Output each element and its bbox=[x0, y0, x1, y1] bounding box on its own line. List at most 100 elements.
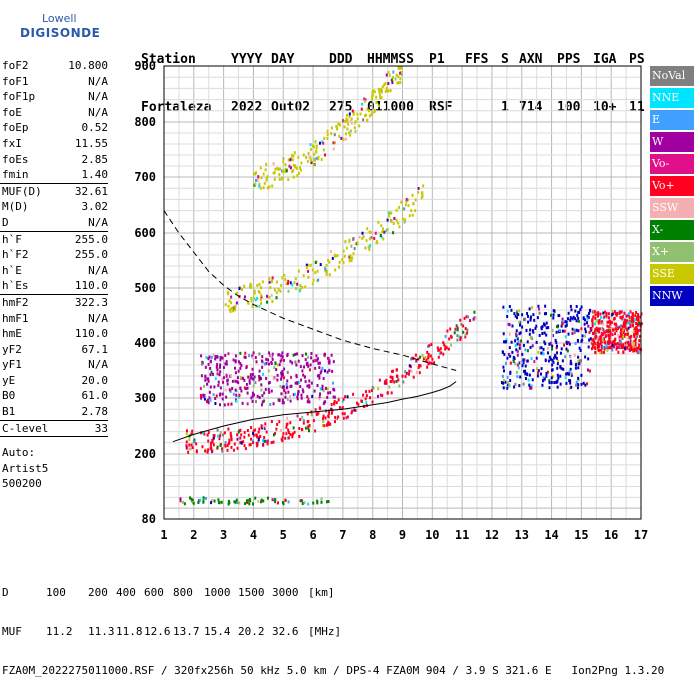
echo-point bbox=[555, 356, 558, 360]
echo-point bbox=[541, 383, 544, 387]
echo-point bbox=[385, 86, 388, 90]
echo-point bbox=[207, 439, 210, 443]
echo-point bbox=[248, 375, 251, 379]
echo-point bbox=[392, 70, 395, 74]
echo-point bbox=[444, 345, 447, 349]
echo-point bbox=[456, 338, 459, 342]
x-tick-label: 3 bbox=[220, 528, 227, 542]
echo-point bbox=[448, 337, 451, 341]
param-name: C-level bbox=[2, 421, 49, 435]
echo-point bbox=[557, 376, 560, 380]
echo-point bbox=[258, 374, 261, 378]
echo-point bbox=[607, 328, 610, 332]
echo-point bbox=[617, 327, 620, 331]
echo-point bbox=[255, 441, 258, 445]
echo-point bbox=[289, 158, 292, 162]
echo-point bbox=[256, 394, 259, 398]
echo-cluster-5 bbox=[224, 184, 425, 314]
echo-point bbox=[550, 313, 553, 317]
echo-point bbox=[321, 416, 324, 420]
echo-point bbox=[373, 90, 376, 94]
echo-point bbox=[617, 345, 620, 349]
echo-point bbox=[235, 399, 238, 403]
echo-point bbox=[600, 331, 603, 335]
echo-point bbox=[418, 363, 421, 367]
echo-point bbox=[368, 237, 371, 241]
echo-point bbox=[407, 372, 410, 376]
param-name: h`Es bbox=[2, 279, 29, 293]
echo-point bbox=[375, 101, 378, 105]
echo-point bbox=[589, 337, 592, 341]
echo-point bbox=[564, 355, 567, 359]
echo-point bbox=[258, 304, 261, 308]
echo-point bbox=[623, 332, 626, 336]
echo-point bbox=[561, 359, 564, 363]
echo-point bbox=[252, 433, 255, 437]
echo-point bbox=[270, 441, 273, 445]
echo-point bbox=[338, 406, 341, 410]
x-tick-label: 2 bbox=[190, 528, 197, 542]
echo-point bbox=[334, 141, 337, 145]
param-value: 33 bbox=[94, 421, 108, 435]
echo-point bbox=[390, 78, 393, 82]
param-value: 2.85 bbox=[81, 152, 109, 166]
echo-point bbox=[233, 442, 236, 446]
echo-point bbox=[280, 354, 283, 358]
echo-point bbox=[358, 235, 361, 239]
f1-cell-2: 200 bbox=[88, 586, 108, 599]
echo-point bbox=[595, 331, 598, 335]
echo-point bbox=[639, 328, 642, 332]
echo-point bbox=[506, 309, 509, 313]
echo-point bbox=[291, 170, 294, 174]
echo-point bbox=[559, 374, 562, 378]
param-value: 3.02 bbox=[81, 200, 109, 214]
echo-point bbox=[326, 137, 329, 141]
echo-point bbox=[254, 178, 257, 182]
echo-point bbox=[286, 416, 289, 420]
echo-point bbox=[230, 438, 233, 442]
echo-point bbox=[414, 353, 417, 357]
echo-point bbox=[593, 340, 596, 344]
echo-point bbox=[502, 332, 505, 336]
echo-point bbox=[246, 429, 249, 433]
echo-point bbox=[212, 353, 215, 357]
echo-point bbox=[502, 378, 505, 382]
echo-point bbox=[214, 402, 217, 406]
echo-point bbox=[246, 500, 249, 504]
echo-point bbox=[280, 437, 283, 441]
echo-point bbox=[543, 377, 546, 381]
echo-point bbox=[420, 196, 423, 200]
echo-point bbox=[299, 418, 302, 422]
echo-point bbox=[342, 249, 345, 253]
echo-point bbox=[545, 333, 548, 337]
echo-point bbox=[337, 415, 340, 419]
f1-cell-1: 100 bbox=[46, 586, 66, 599]
echo-point bbox=[535, 340, 538, 344]
echo-point bbox=[529, 386, 532, 390]
echo-point bbox=[277, 501, 280, 505]
echo-point bbox=[626, 346, 629, 350]
echo-point bbox=[230, 374, 233, 378]
echo-point bbox=[620, 328, 623, 332]
echo-point bbox=[312, 278, 315, 282]
echo-point bbox=[275, 427, 278, 431]
echo-point bbox=[610, 346, 613, 350]
echo-point bbox=[271, 300, 274, 304]
echo-point bbox=[265, 177, 268, 181]
param-row: B0 61.0 bbox=[0, 388, 112, 404]
echo-point bbox=[307, 364, 310, 368]
echo-point bbox=[218, 437, 221, 441]
echo-point bbox=[287, 279, 290, 283]
echo-point bbox=[278, 363, 281, 367]
echo-point bbox=[506, 375, 509, 379]
footer-file-info: FZA0M_2022275011000.RSF / 320fx256h 50 k… bbox=[2, 664, 665, 677]
echo-cluster-3 bbox=[590, 310, 643, 355]
echo-point bbox=[292, 154, 295, 158]
echo-point bbox=[232, 358, 235, 362]
echo-point bbox=[281, 351, 284, 355]
echo-point bbox=[305, 265, 308, 269]
footer-distance-row: D 100 200 400 600 800 1000 1500 3000 [km] bbox=[2, 586, 664, 599]
legend-entry-x: X- bbox=[650, 220, 694, 240]
echo-point bbox=[273, 177, 276, 181]
echo-point bbox=[620, 346, 623, 350]
